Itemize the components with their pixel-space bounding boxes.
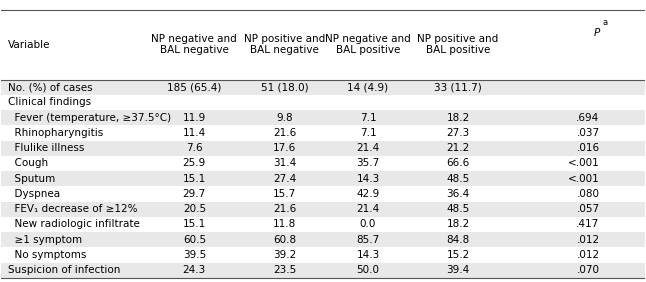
FancyBboxPatch shape [1,263,645,278]
Text: 15.1: 15.1 [183,174,206,184]
Text: 14.3: 14.3 [357,174,380,184]
Text: No symptoms: No symptoms [8,250,86,260]
Text: 48.5: 48.5 [446,204,470,214]
Text: Sputum: Sputum [8,174,55,184]
Text: 21.2: 21.2 [446,143,470,153]
Text: 85.7: 85.7 [357,235,380,245]
Text: 31.4: 31.4 [273,158,296,168]
Text: 14.3: 14.3 [357,250,380,260]
Text: .057: .057 [576,204,599,214]
Text: Suspicion of infection: Suspicion of infection [8,265,120,275]
Text: 21.6: 21.6 [273,128,296,138]
Text: .417: .417 [576,219,599,230]
Text: 25.9: 25.9 [183,158,206,168]
Text: 185 (65.4): 185 (65.4) [167,82,222,92]
Text: 23.5: 23.5 [273,265,296,275]
Text: 7.1: 7.1 [360,113,377,123]
Text: 11.4: 11.4 [183,128,206,138]
Text: ≥1 symptom: ≥1 symptom [8,235,82,245]
Text: 7.1: 7.1 [360,128,377,138]
Text: No. (%) of cases: No. (%) of cases [8,82,92,92]
FancyBboxPatch shape [1,110,645,125]
Text: NP negative and
BAL positive: NP negative and BAL positive [325,34,411,56]
Text: Fever (temperature, ≥37.5°C): Fever (temperature, ≥37.5°C) [8,113,171,123]
FancyBboxPatch shape [1,171,645,186]
Text: Variable: Variable [8,40,50,50]
FancyBboxPatch shape [1,80,645,95]
Text: 0.0: 0.0 [360,219,376,230]
Text: 84.8: 84.8 [446,235,470,245]
Text: 33 (11.7): 33 (11.7) [434,82,482,92]
Text: .012: .012 [576,250,599,260]
Text: 39.2: 39.2 [273,250,296,260]
Text: 15.2: 15.2 [446,250,470,260]
FancyBboxPatch shape [1,232,645,247]
Text: 20.5: 20.5 [183,204,206,214]
Text: 48.5: 48.5 [446,174,470,184]
FancyBboxPatch shape [1,140,645,156]
Text: 66.6: 66.6 [446,158,470,168]
Text: 15.1: 15.1 [183,219,206,230]
Text: 11.8: 11.8 [273,219,296,230]
Text: Flulike illness: Flulike illness [8,143,84,153]
Text: 18.2: 18.2 [446,113,470,123]
Text: 18.2: 18.2 [446,219,470,230]
Text: .694: .694 [576,113,599,123]
Text: 42.9: 42.9 [357,189,380,199]
Text: NP positive and
BAL negative: NP positive and BAL negative [244,34,325,56]
Text: 11.9: 11.9 [183,113,206,123]
Text: 35.7: 35.7 [357,158,380,168]
Text: 39.5: 39.5 [183,250,206,260]
Text: .037: .037 [576,128,599,138]
Text: Cough: Cough [8,158,48,168]
Text: 9.8: 9.8 [276,113,293,123]
Text: .012: .012 [576,235,599,245]
Text: 24.3: 24.3 [183,265,206,275]
Text: Dyspnea: Dyspnea [8,189,60,199]
Text: P: P [593,28,599,39]
Text: 21.6: 21.6 [273,204,296,214]
Text: <.001: <.001 [568,158,599,168]
Text: 21.4: 21.4 [357,204,380,214]
Text: 51 (18.0): 51 (18.0) [260,82,308,92]
Text: 50.0: 50.0 [357,265,380,275]
Text: 39.4: 39.4 [446,265,470,275]
Text: FEV₁ decrease of ≥12%: FEV₁ decrease of ≥12% [8,204,138,214]
Text: 60.8: 60.8 [273,235,296,245]
Text: 17.6: 17.6 [273,143,296,153]
Text: NP positive and
BAL positive: NP positive and BAL positive [417,34,499,56]
Text: Clinical findings: Clinical findings [8,98,91,107]
Text: .016: .016 [576,143,599,153]
Text: 21.4: 21.4 [357,143,380,153]
Text: a: a [603,18,608,27]
Text: 14 (4.9): 14 (4.9) [348,82,389,92]
Text: .080: .080 [577,189,599,199]
Text: 27.4: 27.4 [273,174,296,184]
Text: 27.3: 27.3 [446,128,470,138]
Text: 29.7: 29.7 [183,189,206,199]
Text: 15.7: 15.7 [273,189,296,199]
Text: 7.6: 7.6 [186,143,203,153]
FancyBboxPatch shape [1,202,645,217]
Text: NP negative and
BAL negative: NP negative and BAL negative [151,34,237,56]
Text: Rhinopharyngitis: Rhinopharyngitis [8,128,103,138]
Text: 60.5: 60.5 [183,235,206,245]
Text: .070: .070 [577,265,599,275]
Text: New radiologic infiltrate: New radiologic infiltrate [8,219,140,230]
Text: 36.4: 36.4 [446,189,470,199]
Text: <.001: <.001 [568,174,599,184]
